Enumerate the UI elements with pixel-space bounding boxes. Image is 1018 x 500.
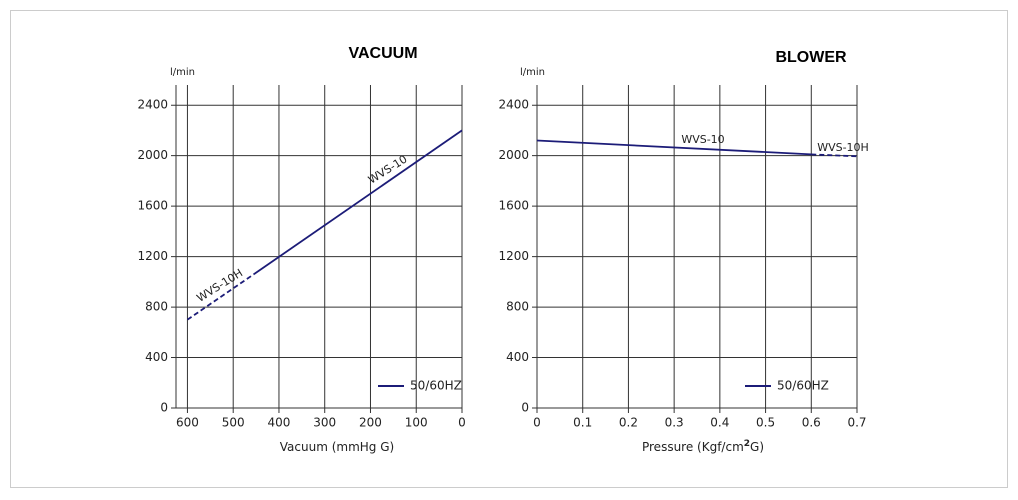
series-label: WVS-10 bbox=[681, 133, 724, 146]
x-tick-label: 0.7 bbox=[847, 416, 866, 430]
y-tick-label: 0 bbox=[160, 401, 168, 415]
chart-title: BLOWER bbox=[775, 49, 847, 66]
series-label: WVS-10H bbox=[817, 141, 869, 154]
x-tick-label: 600 bbox=[176, 416, 199, 430]
x-tick-label: 400 bbox=[268, 416, 291, 430]
x-axis-label-text: Vacuum (mmHg G) bbox=[280, 440, 394, 454]
y-tick-label: 800 bbox=[145, 300, 168, 314]
frame bbox=[10, 10, 1008, 488]
y-tick-label: 2000 bbox=[498, 148, 529, 162]
x-tick-label: 0 bbox=[458, 416, 466, 430]
x-tick-label: 500 bbox=[222, 416, 245, 430]
y-unit: l/min bbox=[520, 67, 545, 78]
y-tick-label: 1600 bbox=[498, 199, 529, 213]
y-tick-label: 400 bbox=[145, 350, 168, 364]
x-axis-label-text: Pressure (Kgf/cm bbox=[642, 440, 744, 454]
x-tick-label: 0.5 bbox=[756, 416, 775, 430]
y-unit: l/min bbox=[170, 67, 195, 78]
x-axis-label-sup: 2 bbox=[744, 439, 750, 449]
x-axis-label: Pressure (Kgf/cm2G) bbox=[642, 439, 764, 454]
y-tick-label: 1600 bbox=[137, 199, 168, 213]
series-line bbox=[536, 139, 812, 156]
x-tick-label: 0 bbox=[533, 416, 541, 430]
x-tick-label: 0.4 bbox=[710, 416, 729, 430]
x-tick-label: 200 bbox=[359, 416, 382, 430]
x-tick-label: 300 bbox=[313, 416, 336, 430]
x-tick-label: 100 bbox=[405, 416, 428, 430]
y-tick-label: 1200 bbox=[498, 249, 529, 263]
y-tick-label: 800 bbox=[506, 300, 529, 314]
x-tick-label: 0.3 bbox=[665, 416, 684, 430]
y-tick-label: 1200 bbox=[137, 249, 168, 263]
x-tick-label: 0.1 bbox=[573, 416, 592, 430]
x-tick-label: 0.2 bbox=[619, 416, 638, 430]
y-tick-label: 2400 bbox=[137, 98, 168, 112]
y-tick-label: 2000 bbox=[137, 148, 168, 162]
chart-title: VACUUM bbox=[348, 45, 417, 62]
y-tick-label: 2400 bbox=[498, 98, 529, 112]
x-axis-label-end: G) bbox=[750, 440, 764, 454]
legend-label: 50/60HZ bbox=[777, 379, 829, 393]
x-axis-label: Vacuum (mmHg G) bbox=[280, 440, 394, 454]
x-tick-label: 0.6 bbox=[802, 416, 821, 430]
legend-label: 50/60HZ bbox=[410, 379, 462, 393]
series-line bbox=[253, 129, 463, 275]
y-tick-label: 400 bbox=[506, 350, 529, 364]
y-tick-label: 0 bbox=[521, 401, 529, 415]
series-line bbox=[186, 273, 255, 321]
